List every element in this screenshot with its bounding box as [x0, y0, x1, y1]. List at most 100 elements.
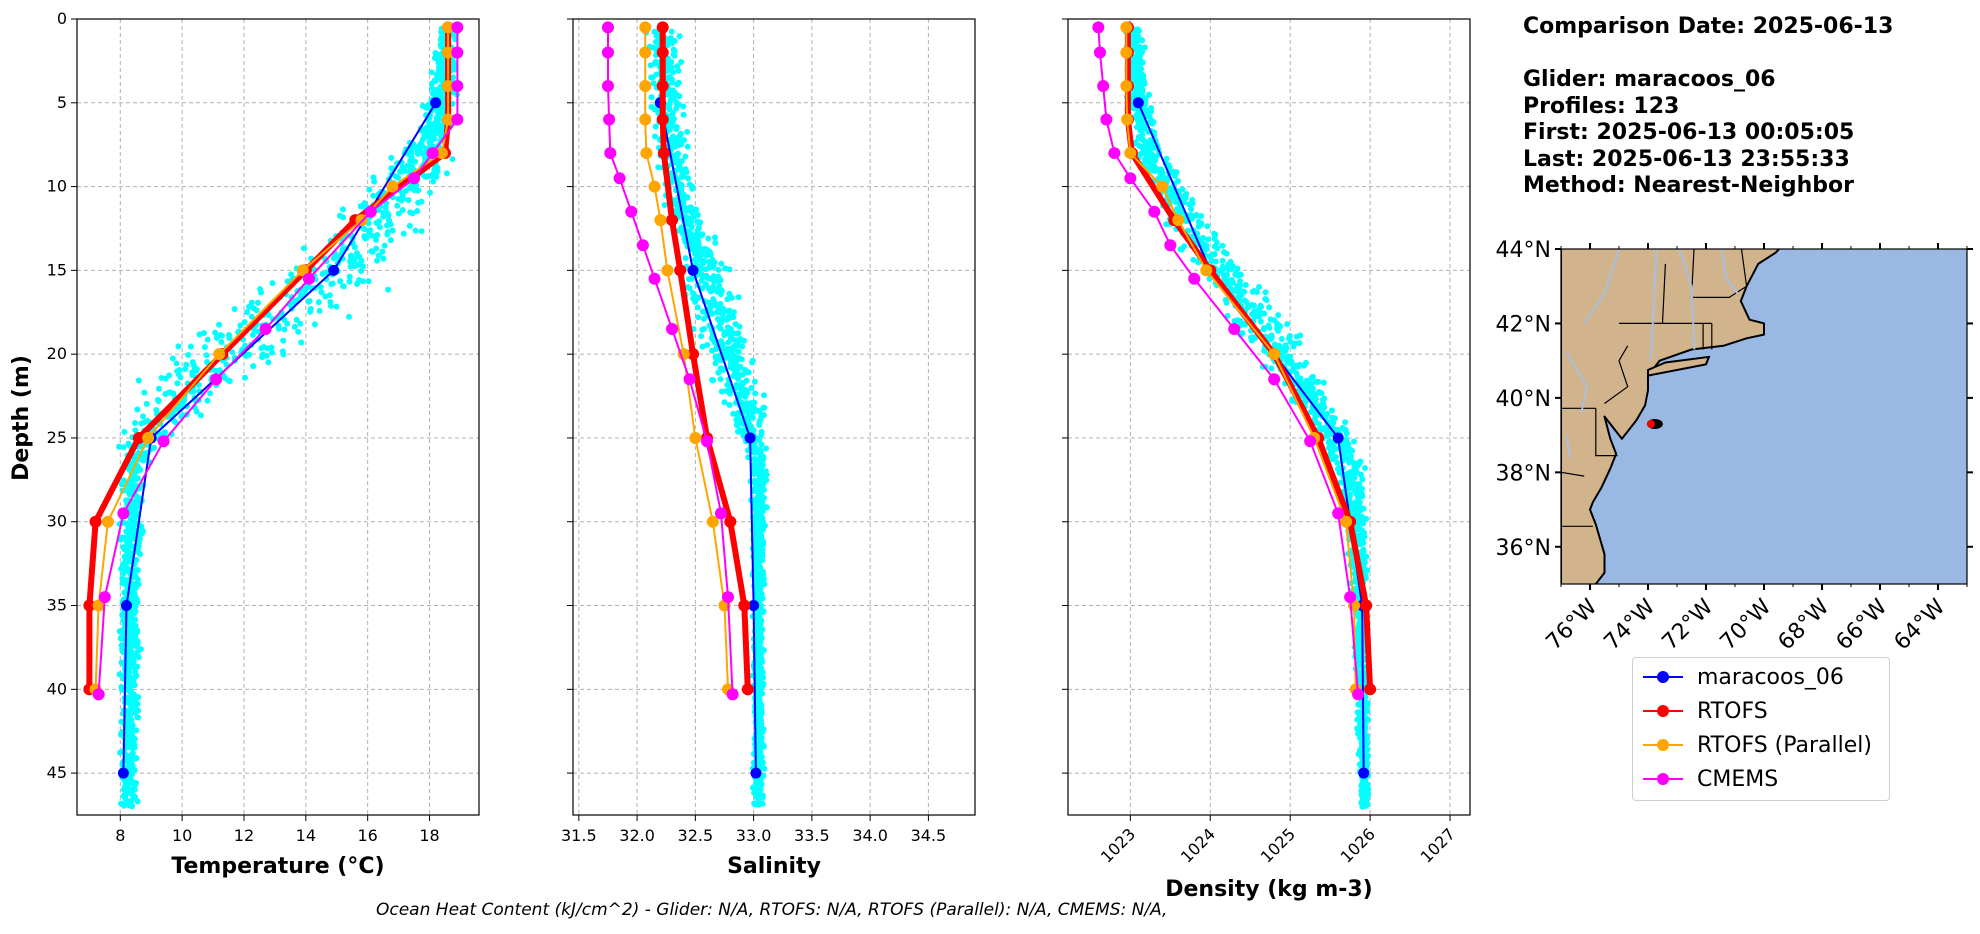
glider-point [1249, 288, 1256, 295]
glider-point [315, 299, 322, 306]
series-rtofs [1121, 21, 1377, 696]
glider-point [1282, 342, 1289, 349]
glider-point [1134, 123, 1141, 130]
glider-point [1242, 321, 1249, 328]
glider-point [169, 355, 176, 362]
glider-point [136, 535, 143, 542]
series-point [656, 80, 669, 93]
glider-point [671, 153, 678, 160]
glider-point [718, 388, 725, 395]
glider-point [244, 309, 251, 316]
glider-point [756, 757, 763, 764]
glider-point [1286, 358, 1293, 365]
glider-point [427, 129, 434, 136]
glider-point [339, 246, 346, 253]
x-axis-label: Density (kg m-3) [1165, 877, 1373, 902]
glider-point [688, 208, 695, 215]
series-line [94, 27, 450, 690]
glider-point [288, 271, 295, 278]
glider-point [187, 343, 194, 350]
x-tick-label: 12 [234, 826, 254, 845]
y-tick-label: 25 [47, 428, 67, 447]
glider-point [1359, 792, 1366, 799]
glider-point [1209, 251, 1216, 258]
legend-swatch-glider [1641, 667, 1685, 687]
glider-point [1346, 484, 1353, 491]
glider-point [756, 487, 763, 494]
series-point [442, 21, 455, 34]
glider-point [734, 410, 741, 417]
glider-point [1139, 93, 1146, 100]
nova-scotia [1880, 212, 1967, 242]
glider-point [353, 250, 360, 257]
glider-point [116, 443, 123, 450]
series-cmems [92, 21, 464, 701]
glider-point [734, 428, 741, 435]
glider-point [668, 116, 675, 123]
series-point [640, 147, 653, 160]
glider-point [1250, 302, 1257, 309]
glider-point [1362, 575, 1369, 582]
glider-point [749, 414, 756, 421]
glider-point [1309, 373, 1316, 380]
series-point [1344, 591, 1357, 604]
glider-point [1301, 362, 1308, 369]
glider-point [139, 530, 146, 537]
glider-point [1343, 436, 1350, 443]
glider-point [140, 413, 147, 420]
glider-point [677, 166, 684, 173]
glider-point [1351, 475, 1358, 482]
glider-point [1336, 469, 1343, 476]
glider-point [720, 315, 727, 322]
glider-point [678, 59, 685, 66]
series-point [604, 147, 617, 160]
glider-point [269, 349, 276, 356]
glider-point [151, 444, 158, 451]
glider-point [704, 247, 711, 254]
glider-point [753, 620, 760, 627]
glider-point [351, 255, 358, 262]
panel-1: 8 10 12 14 16 18 0 5 10 15 20 25 30 35 40 45 Temperature… [47, 9, 480, 879]
glider-point [204, 397, 211, 404]
x-tick-label: 1025 [1257, 824, 1299, 866]
glider-point [1286, 335, 1293, 342]
glider-point [175, 371, 182, 378]
glider-point [744, 369, 751, 376]
glider-point [758, 634, 765, 641]
glider-point [753, 462, 760, 469]
glider-point [749, 357, 756, 364]
glider-point [319, 270, 326, 277]
glider-point [1353, 460, 1360, 467]
series-point [117, 767, 129, 779]
series-point [601, 46, 614, 59]
glider-point [1342, 419, 1349, 426]
glider-point [737, 363, 744, 370]
glider-point [346, 273, 353, 280]
glider-point [250, 363, 257, 370]
series-point [1092, 21, 1105, 34]
glider-point [756, 647, 763, 654]
glider-point [1218, 268, 1225, 275]
glider-point [1361, 465, 1368, 472]
glider-point [671, 136, 678, 143]
glider-point [1342, 426, 1349, 433]
glider-point [759, 626, 766, 633]
glider-point [128, 797, 135, 804]
glider-point [758, 664, 765, 671]
glider-point [669, 79, 676, 86]
glider-point [135, 494, 142, 501]
glider-point [668, 64, 675, 71]
glider-point [268, 344, 275, 351]
series-point [625, 205, 638, 218]
glider-point [249, 331, 256, 338]
glider-point [130, 591, 137, 598]
glider-point [133, 584, 140, 591]
glider-point [758, 582, 765, 589]
glider-point [431, 92, 438, 99]
glider-point [713, 356, 720, 363]
glider-point [759, 502, 766, 509]
glider-point [755, 554, 762, 561]
glider-point [229, 349, 236, 356]
glider-point [1140, 72, 1147, 79]
glider-point [721, 399, 728, 406]
